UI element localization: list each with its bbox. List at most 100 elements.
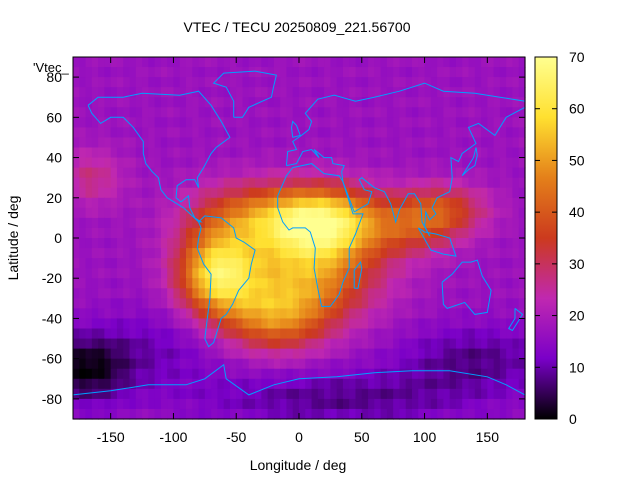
heatmap-cell	[317, 117, 325, 128]
heatmap-cell	[79, 107, 87, 118]
heatmap-cell	[386, 57, 394, 68]
heatmap-cell	[368, 248, 375, 259]
heatmap-cell	[116, 308, 124, 320]
heatmap-cell	[248, 348, 256, 360]
heatmap-cell	[167, 67, 175, 78]
heatmap-cell	[267, 217, 275, 229]
heatmap-cell	[449, 137, 457, 149]
coastline-antarctica	[72, 363, 526, 396]
heatmap-cell	[142, 388, 149, 400]
heatmap-cell	[418, 127, 426, 139]
heatmap-cell	[286, 348, 294, 360]
heatmap-cell	[499, 408, 507, 420]
heatmap-cell	[154, 187, 162, 199]
heatmap-cell	[506, 278, 514, 289]
heatmap-cell	[85, 157, 93, 169]
heatmap-cell	[342, 248, 350, 259]
heatmap-cell	[204, 117, 212, 128]
heatmap-cell	[248, 157, 256, 169]
heatmap-cell	[179, 308, 187, 320]
heatmap-cell	[386, 117, 394, 128]
heatmap-cell	[255, 318, 262, 330]
heatmap-cell	[361, 358, 369, 370]
heatmap-cell	[424, 398, 432, 410]
heatmap-cell	[299, 298, 306, 309]
heatmap-cell	[374, 298, 382, 309]
heatmap-cell	[462, 137, 470, 149]
heatmap-cell	[280, 157, 288, 169]
heatmap-cell	[336, 348, 344, 360]
heatmap-cell	[506, 258, 514, 269]
heatmap-cell	[342, 167, 350, 179]
heatmap-cell	[211, 227, 218, 239]
heatmap-cell	[154, 147, 162, 159]
heatmap-cell	[79, 97, 87, 108]
heatmap-cell	[236, 157, 244, 169]
heatmap-cell	[261, 87, 269, 98]
heatmap-cell	[123, 177, 131, 189]
heatmap-cell	[261, 157, 269, 169]
heatmap-cell	[336, 248, 344, 259]
heatmap-cell	[217, 378, 225, 390]
heatmap-cell	[393, 167, 401, 179]
heatmap-cell	[217, 408, 225, 420]
heatmap-cell	[160, 258, 168, 269]
heatmap-cell	[142, 378, 149, 390]
heatmap-cell	[342, 57, 350, 68]
heatmap-cell	[73, 408, 80, 420]
heatmap-cell	[412, 388, 419, 400]
heatmap-cell	[204, 87, 212, 98]
heatmap-cell	[481, 57, 488, 68]
heatmap-cell	[349, 318, 357, 330]
heatmap-cell	[217, 278, 225, 289]
heatmap-cell	[261, 177, 269, 189]
heatmap-cell	[355, 207, 363, 219]
heatmap-cell	[91, 248, 99, 259]
heatmap-cell	[506, 197, 514, 209]
heatmap-cell	[399, 388, 407, 400]
heatmap-cell	[355, 57, 363, 68]
heatmap-cell	[493, 308, 501, 320]
heatmap-cell	[437, 207, 444, 219]
heatmap-cell	[142, 358, 149, 370]
heatmap-cell	[135, 187, 143, 199]
heatmap-cell	[361, 408, 369, 420]
heatmap-cell	[487, 147, 495, 159]
heatmap-cell	[79, 378, 87, 390]
heatmap-cell	[393, 318, 401, 330]
heatmap-cell	[299, 318, 306, 330]
heatmap-cell	[123, 137, 131, 149]
heatmap-cell	[455, 97, 463, 108]
heatmap-cell	[79, 157, 87, 169]
heatmap-cell	[173, 97, 181, 108]
heatmap-cell	[255, 227, 262, 239]
heatmap-cell	[129, 217, 137, 229]
heatmap-cell	[236, 318, 244, 330]
heatmap-cell	[342, 157, 350, 169]
heatmap-cell	[349, 187, 357, 199]
heatmap-cell	[437, 227, 444, 239]
heatmap-cell	[255, 87, 262, 98]
heatmap-cell	[487, 378, 495, 390]
heatmap-cell	[273, 207, 281, 219]
heatmap-cell	[418, 348, 426, 360]
heatmap-cell	[462, 238, 470, 249]
heatmap-cell	[261, 248, 269, 259]
heatmap-cell	[179, 157, 187, 169]
heatmap-cell	[380, 197, 388, 209]
heatmap-cell	[474, 348, 482, 360]
heatmap-cell	[324, 318, 331, 330]
heatmap-cell	[186, 57, 193, 68]
heatmap-cell	[443, 308, 451, 320]
heatmap-cell	[98, 328, 105, 340]
heatmap-cell	[186, 97, 193, 108]
heatmap-cell	[405, 368, 413, 380]
heatmap-cell	[336, 177, 344, 189]
heatmap-cell	[129, 177, 137, 189]
heatmap-cell	[374, 398, 382, 410]
heatmap-cell	[481, 278, 488, 289]
heatmap-cell	[186, 87, 193, 98]
heatmap-cell	[211, 298, 218, 309]
heatmap-cell	[204, 278, 212, 289]
heatmap-cell	[468, 177, 476, 189]
